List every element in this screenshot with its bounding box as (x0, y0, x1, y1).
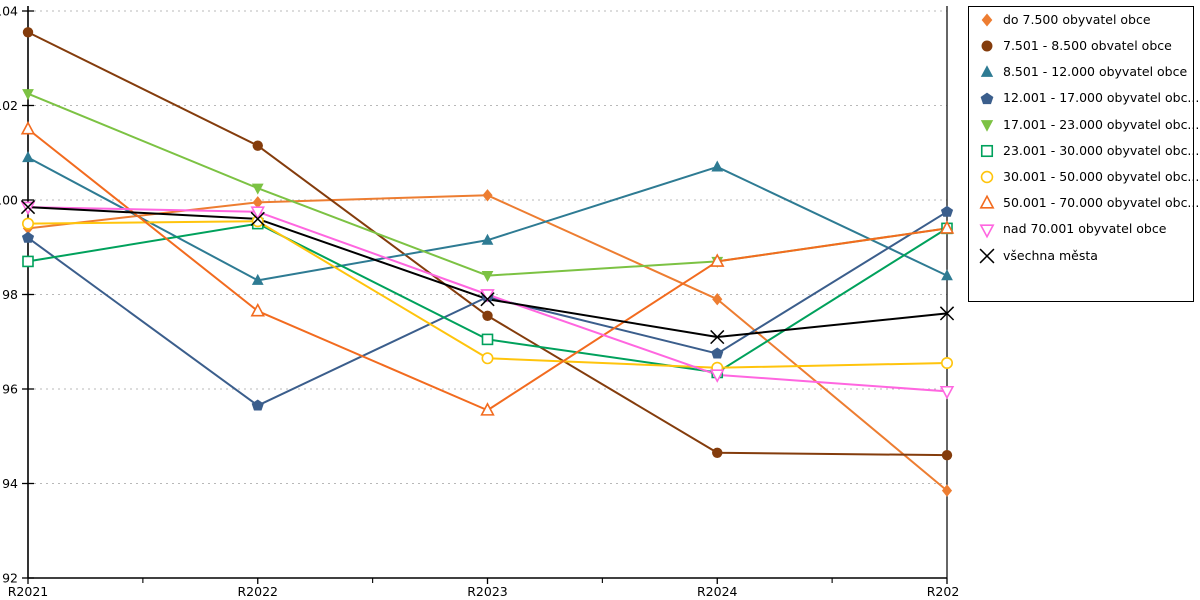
data-point (480, 292, 495, 307)
data-point (251, 273, 264, 285)
svg-text:100: 100 (0, 193, 18, 208)
legend-label: 12.001 - 17.000 obyvatel obc... (1003, 90, 1200, 106)
svg-text:R2022: R2022 (238, 584, 279, 599)
legend-marker-icon (979, 194, 995, 210)
legend-label: nad 70.001 obyvatel obce (1003, 221, 1167, 237)
data-point (482, 189, 493, 202)
data-point (712, 293, 723, 306)
svg-text:102: 102 (0, 98, 18, 113)
data-point (251, 399, 264, 411)
legend-label: 7.501 - 8.500 obvatel obce (1003, 38, 1172, 54)
legend-item-4[interactable]: 17.001 - 23.000 obyvatel obc... (969, 112, 1199, 138)
chart-legend: do 7.500 obyvatel obce 7.501 - 8.500 obva… (968, 6, 1199, 302)
svg-text:104: 104 (0, 4, 18, 19)
legend-marker-icon (980, 170, 994, 184)
data-point (250, 211, 265, 227)
data-point (252, 196, 263, 209)
x-axis-labels: R2021 R2022 R2023 R2024 R2025 (8, 584, 960, 599)
data-point (481, 270, 494, 282)
series-lines (27, 31, 948, 492)
svg-text:98: 98 (2, 287, 18, 302)
data-point (20, 121, 36, 135)
series-line-7 (27, 128, 948, 412)
legend-label: 50.001 - 70.000 obyvatel obc... (1003, 195, 1200, 211)
data-point (939, 220, 955, 234)
data-point (939, 385, 955, 400)
data-point (481, 352, 494, 365)
legend-marker-icon (980, 65, 994, 78)
data-point (22, 255, 34, 268)
data-point (940, 357, 953, 370)
data-point (710, 253, 725, 267)
legend-item-3[interactable]: 12.001 - 17.000 obyvatel obc... (969, 86, 1199, 112)
svg-text:R2023: R2023 (467, 584, 508, 599)
data-point (711, 347, 724, 359)
data-point (22, 89, 34, 101)
legend-marker-icon (980, 92, 994, 104)
data-point (711, 160, 724, 172)
data-point (712, 447, 723, 458)
svg-text:94: 94 (2, 476, 18, 491)
data-point (481, 333, 494, 346)
data-point (22, 27, 34, 38)
data-point (480, 402, 495, 416)
legend-marker-icon (979, 248, 995, 264)
y-axis-ticks (22, 10, 34, 579)
legend-marker-icon (981, 40, 993, 52)
data-point (941, 449, 953, 461)
legend-item-2[interactable]: 8.501 - 12.000 obyvatel obce (969, 59, 1193, 85)
data-point (252, 140, 263, 151)
data-point (710, 369, 725, 383)
legend-item-1[interactable]: 7.501 - 8.500 obvatel obce (969, 33, 1193, 59)
svg-text:R2024: R2024 (697, 584, 738, 599)
legend-label: všechna města (1003, 247, 1098, 263)
legend-marker-icon (981, 13, 993, 27)
data-point (941, 484, 953, 497)
legend-marker-icon (980, 144, 994, 158)
legend-label: do 7.500 obyvatel obce (1003, 11, 1151, 27)
series-markers (20, 27, 955, 497)
data-point (481, 233, 494, 245)
data-point (21, 217, 34, 230)
data-point (939, 306, 955, 321)
series-line-2 (27, 156, 948, 282)
legend-label: 23.001 - 30.000 obyvatel obc... (1003, 142, 1200, 158)
data-point (250, 302, 265, 317)
data-point (22, 151, 34, 163)
data-point (250, 206, 265, 220)
data-point (21, 231, 35, 243)
data-point (710, 329, 725, 345)
legend-label: 30.001 - 50.000 obyvatel obc... (1003, 168, 1200, 184)
legend-item-7[interactable]: 50.001 - 70.000 obyvatel obc... (969, 190, 1199, 216)
data-point (940, 205, 954, 217)
svg-text:92: 92 (2, 571, 18, 586)
legend-item-6[interactable]: 30.001 - 50.000 obyvatel obc... (969, 164, 1199, 190)
data-point (941, 269, 953, 281)
data-point (20, 199, 36, 215)
svg-text:R2025: R2025 (927, 584, 960, 599)
legend-item-5[interactable]: 23.001 - 30.000 obyvatel obc... (969, 138, 1199, 164)
x-axis-ticks (27, 578, 948, 584)
line-chart: 92949698100102104 R2021R2022R2023R2024R2… (0, 4, 960, 600)
legend-label: 17.001 - 23.000 obyvatel obc... (1003, 116, 1200, 132)
legend-marker-icon (980, 120, 994, 132)
chart-svg: 92949698100102104 R2021R2022R2023R2024R2… (0, 4, 960, 600)
data-point (482, 310, 493, 321)
svg-text:R2021: R2021 (8, 584, 49, 599)
legend-label: 8.501 - 12.000 obyvatel obce (1003, 64, 1188, 80)
legend-marker-icon (979, 223, 995, 239)
svg-text:96: 96 (2, 382, 18, 397)
legend-item-0[interactable]: do 7.500 obyvatel obce (969, 7, 1193, 33)
data-point (251, 183, 264, 195)
y-axis-labels: 92 94 96 98 100 102 104 (0, 4, 18, 586)
legend-item-9[interactable]: všechna města (969, 243, 1193, 269)
legend-item-8[interactable]: nad 70.001 obyvatel obce (969, 217, 1193, 243)
